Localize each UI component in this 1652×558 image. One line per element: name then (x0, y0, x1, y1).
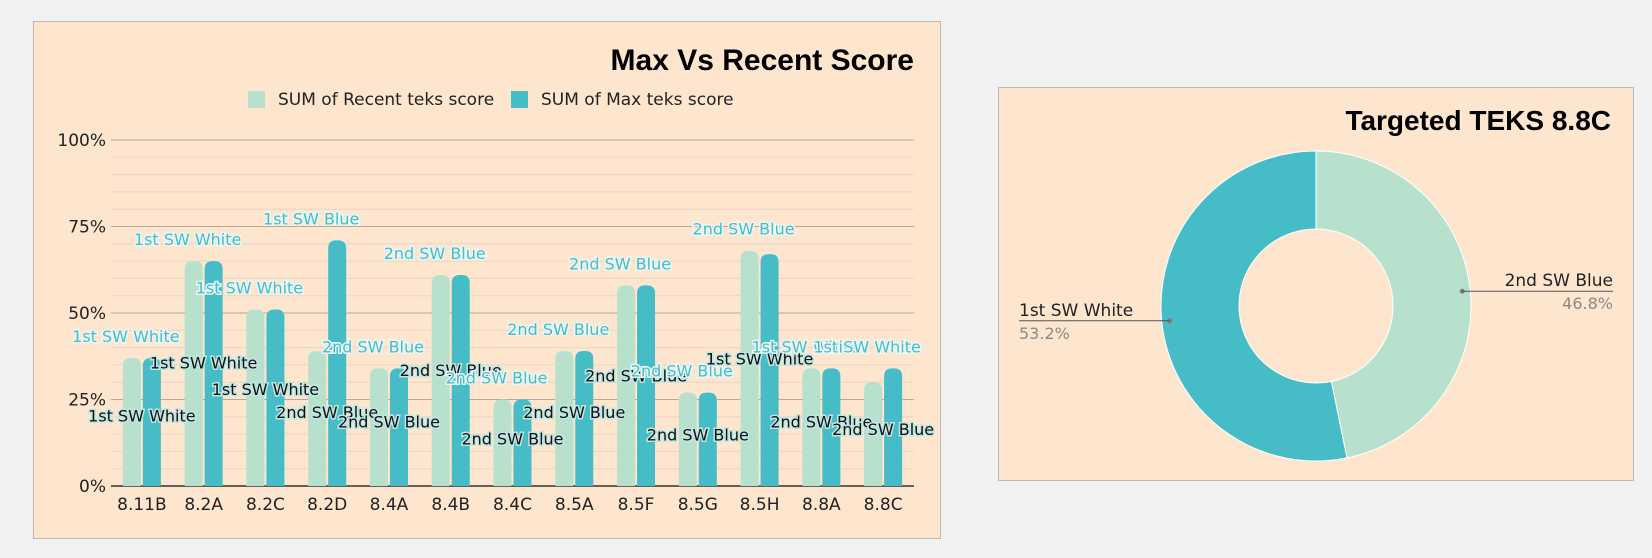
data-label-inner: 2nd SW Blue (461, 429, 563, 448)
data-label-top: 2nd SW Blue (445, 369, 547, 388)
data-label-inner: 2nd SW Blue (400, 361, 502, 380)
bar-max (637, 285, 656, 486)
x-tick-label: 8.2C (246, 495, 285, 515)
bar-recent (555, 351, 574, 486)
donut-slices: 2nd SW Blue 46.8% 1st SW White 53.2% (1019, 150, 1613, 462)
x-axis-ticks: 8.11B 8.2A 8.2C 8.2D 8.4A 8.4B 8.4C 8.5A 8.5F 8.5… (117, 495, 902, 515)
data-label-inner: 2nd SW Blue (276, 403, 378, 422)
data-label-top: 2nd SW Blue (693, 220, 795, 239)
bar-recent (369, 368, 388, 486)
x-tick-label: 8.8A (802, 495, 841, 515)
data-label-inner: 2nd SW Blue (523, 403, 625, 422)
bar-recent (308, 351, 327, 486)
bar-max (451, 274, 470, 486)
y-tick-label: 50% (68, 304, 106, 324)
donut-slice-percent: 53.2% (1019, 324, 1070, 343)
data-label-top: 1st SW Blue (263, 209, 359, 228)
grid-lines (111, 139, 914, 487)
data-label-top: 2nd SW Blue (384, 244, 486, 263)
legend-label-max: SUM of Max teks score (541, 90, 734, 110)
data-label-top: 1st SW White (72, 327, 179, 346)
data-label-inner: 2nd SW Blue (770, 412, 872, 431)
data-label-inner: 2nd SW Blue (832, 420, 934, 439)
x-tick-label: 8.5F (618, 495, 655, 515)
bar-max (513, 399, 532, 486)
bar-chart-panel: Max Vs Recent Score SUM of Recent teks s… (33, 21, 941, 539)
bar-recent (122, 357, 141, 486)
bar-recent (864, 382, 883, 486)
donut-slice-label: 1st SW White (1019, 301, 1133, 321)
x-tick-label: 8.2D (307, 495, 347, 515)
donut-chart: Targeted TEKS 8.8C 2nd SW Blue 46.8% 1st S… (1019, 105, 1613, 462)
x-tick-label: 8.11B (117, 495, 167, 515)
bar-max (884, 368, 903, 486)
bar-recent (184, 261, 203, 486)
bar-recent (740, 250, 759, 486)
y-tick-label: 100% (57, 131, 106, 151)
data-label-top: 2nd SW Blue (631, 362, 733, 381)
bar-max (328, 240, 347, 486)
x-tick-label: 8.5G (678, 495, 718, 515)
data-label-top: 1st SW White (752, 337, 859, 356)
bar-chart: Max Vs Recent Score SUM of Recent teks s… (57, 44, 936, 515)
legend-swatch-max (511, 91, 528, 108)
bar-recent (678, 392, 697, 486)
y-tick-label: 75% (68, 218, 106, 238)
bars (122, 240, 903, 486)
data-label-inner: 2nd SW Blue (647, 426, 749, 445)
x-tick-label: 8.2A (184, 495, 223, 515)
bar-recent (802, 368, 821, 486)
data-label-top: 1st SW White (813, 337, 920, 356)
x-tick-label: 8.5A (555, 495, 594, 515)
donut-slice-2nd-sw-blue (1315, 150, 1472, 459)
bar-recent (617, 285, 636, 486)
bar-max (822, 368, 841, 486)
data-label-inner: 1st SW White (212, 380, 319, 399)
donut-chart-title: Targeted TEKS 8.8C (1345, 105, 1611, 136)
data-label-inner: 2nd SW Blue (585, 367, 687, 386)
data-label-inner: 1st SW White (706, 349, 813, 368)
legend-label-recent: SUM of Recent teks score (278, 90, 494, 110)
data-label-top: 1st SW White (134, 230, 241, 249)
bar-max (204, 261, 223, 486)
bar-max (266, 309, 285, 486)
bar-recent (246, 309, 265, 486)
x-tick-label: 8.4C (493, 495, 532, 515)
x-tick-label: 8.5H (740, 495, 780, 515)
data-label-inner: 2nd SW Blue (338, 412, 440, 431)
bar-max (575, 351, 594, 486)
data-label-top: 2nd SW Blue (569, 254, 671, 273)
donut-slice-percent: 46.8% (1562, 294, 1613, 313)
data-label-top: 1st SW White (196, 279, 303, 298)
donut-slice-label: 2nd SW Blue (1505, 271, 1613, 291)
bar-max (389, 368, 408, 486)
bar-max (698, 392, 717, 486)
y-axis-ticks: 0% 25% 50% 75% 100% (57, 131, 106, 497)
legend-swatch-recent (248, 91, 265, 108)
x-tick-label: 8.4B (431, 495, 470, 515)
bar-chart-title: Max Vs Recent Score (611, 44, 914, 77)
data-label-inner: 1st SW White (150, 353, 257, 372)
donut-chart-panel: Targeted TEKS 8.8C 2nd SW Blue 46.8% 1st S… (998, 87, 1634, 481)
donut-slice-1st-sw-white (1160, 150, 1348, 462)
bar-max (142, 357, 161, 486)
x-tick-label: 8.4A (370, 495, 409, 515)
data-label-inner: 1st SW White (88, 407, 195, 426)
data-label-top: 2nd SW Blue (322, 337, 424, 356)
y-tick-label: 0% (79, 477, 106, 497)
bar-max (760, 254, 779, 486)
data-label-top: 2nd SW Blue (507, 320, 609, 339)
bar-chart-legend: SUM of Recent teks score SUM of Max teks… (248, 90, 734, 110)
bar-recent (493, 399, 512, 486)
bar-recent (431, 274, 450, 486)
x-tick-label: 8.8C (864, 495, 903, 515)
y-tick-label: 25% (68, 391, 106, 411)
